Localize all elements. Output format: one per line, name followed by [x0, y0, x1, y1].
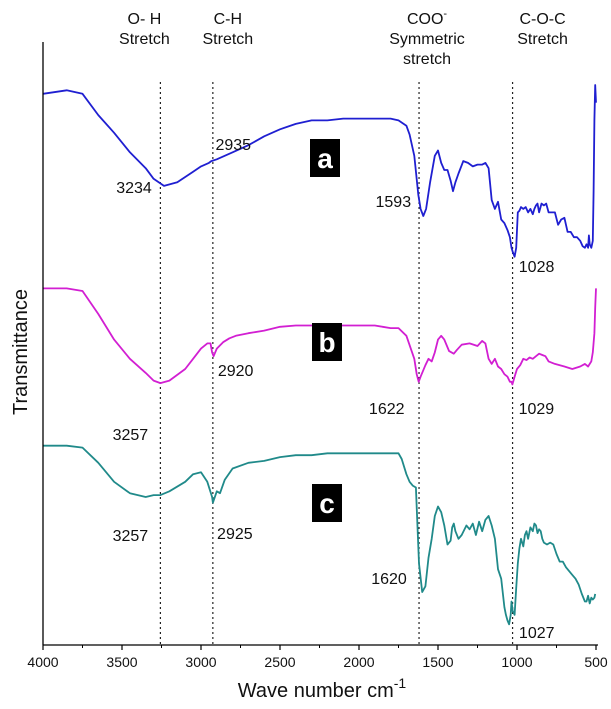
peak-label: 1620 — [371, 571, 407, 588]
series-badge-a — [310, 139, 340, 177]
band-label: C-O-C — [519, 11, 565, 28]
peak-label: 3257 — [113, 427, 149, 444]
x-tick-label: 1500 — [422, 654, 453, 670]
band-label: Symmetric — [389, 31, 465, 48]
peak-label: 3257 — [113, 528, 149, 545]
band-label-superscript: - — [443, 8, 447, 20]
peak-label: 1593 — [376, 194, 412, 211]
peak-label: 2920 — [218, 363, 254, 380]
series-line-c — [43, 444, 597, 626]
x-tick-label: 3500 — [106, 654, 137, 670]
peak-label: 2935 — [215, 137, 251, 154]
series-badge-c — [312, 484, 342, 522]
axes — [42, 42, 598, 646]
band-label: stretch — [403, 51, 451, 68]
series-badge-label: c — [319, 488, 335, 519]
x-axis-label: Wave number cm-1 — [238, 675, 407, 702]
series-layer — [42, 84, 597, 626]
x-ticks: 4000 3500 3000 2500 2000 1500 1000 500 — [27, 645, 608, 670]
band-label: COO- — [407, 8, 447, 28]
peak-label: 1029 — [519, 401, 555, 418]
band-label: C-H — [214, 11, 242, 28]
x-tick-label: 2000 — [343, 654, 374, 670]
series-badges: a b c — [310, 139, 342, 522]
x-tick-label: 1000 — [501, 654, 532, 670]
series-line-a — [42, 84, 597, 258]
x-axis-label-text: Wave number cm — [238, 680, 394, 702]
peak-label: 1028 — [519, 259, 555, 276]
x-tick-label: 2500 — [264, 654, 295, 670]
series-badge-label: b — [318, 327, 335, 358]
series-line-b — [43, 287, 597, 386]
band-labels: O- H Stretch C-H Stretch COO- Symmetric stretc… — [119, 8, 568, 68]
peak-label: 3234 — [116, 180, 152, 197]
x-tick-label: 500 — [584, 654, 608, 670]
band-label: Stretch — [203, 31, 254, 48]
band-label: O- H — [128, 11, 162, 28]
peak-label: 1622 — [369, 401, 405, 418]
band-label: Stretch — [119, 31, 170, 48]
x-axis-label-superscript: -1 — [394, 675, 407, 691]
reference-lines — [159, 82, 514, 645]
series-badge-b — [312, 323, 342, 361]
x-tick-label: 4000 — [27, 654, 58, 670]
x-tick-label: 3000 — [185, 654, 216, 670]
peak-label: 2925 — [217, 526, 253, 543]
peak-label: 1027 — [519, 625, 555, 642]
series-badge-label: a — [317, 143, 333, 174]
y-axis-label: Transmittance — [10, 289, 32, 415]
peak-labels: 3234 2935 1593 1028 3257 2920 1622 1029 3257 2925… — [113, 137, 555, 642]
band-label: Stretch — [517, 31, 568, 48]
